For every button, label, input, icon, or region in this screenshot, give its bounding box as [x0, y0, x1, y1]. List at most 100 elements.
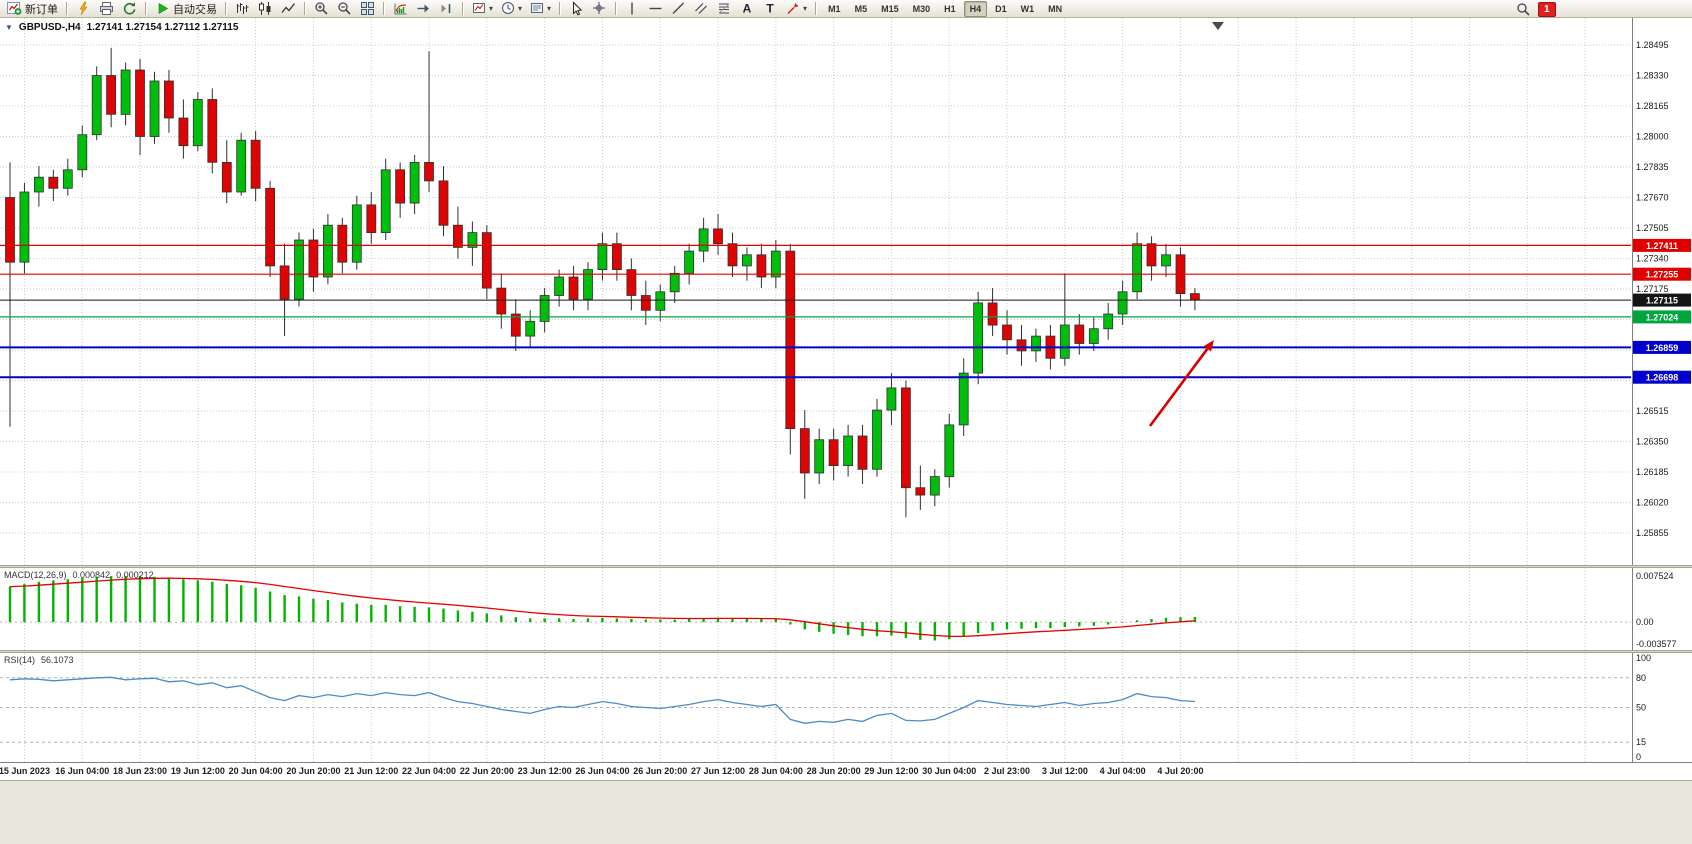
candle	[221, 161, 232, 193]
candle	[944, 424, 955, 478]
candle	[91, 75, 102, 136]
text-label-icon: T	[763, 1, 778, 16]
clock-icon	[501, 1, 516, 16]
tile-windows-button[interactable]	[357, 0, 378, 18]
arrow-object[interactable]	[1148, 348, 1209, 427]
timeframe-m5[interactable]: M5	[854, 3, 868, 14]
rsi-chart[interactable]	[0, 653, 1631, 762]
candle	[640, 295, 651, 311]
timeframe-mn[interactable]: MN	[1048, 3, 1063, 14]
equidistant-channel-button[interactable]	[691, 0, 712, 18]
print-button[interactable]	[96, 0, 117, 18]
caret-down-icon: ▾	[518, 4, 523, 13]
arrows-dropdown[interactable]: ▾	[783, 0, 810, 18]
candlestick-button[interactable]	[255, 0, 276, 18]
macd-scale[interactable]: 0.007524 0.00 -0.003577	[1632, 568, 1692, 650]
price-badge-label: 1.26859	[1646, 343, 1679, 353]
bar-chart-button[interactable]	[232, 0, 253, 18]
candle	[814, 439, 825, 474]
candle	[265, 187, 276, 267]
toolbar-separator	[615, 2, 618, 15]
candle	[568, 276, 579, 300]
refresh-icon	[122, 1, 137, 16]
candle	[843, 435, 853, 467]
timeframe-h1[interactable]: H1	[944, 3, 956, 14]
price-badge	[1633, 293, 1691, 307]
candle	[250, 139, 261, 189]
timeframe-w1[interactable]: W1	[1020, 3, 1035, 14]
text-button[interactable]: A	[737, 0, 758, 18]
toolbar-separator	[145, 2, 147, 15]
chart-window: 1.28495 1.28330 1.28165 1.28000 1.27835 1.276…	[0, 18, 1692, 780]
tile-windows-icon	[360, 1, 375, 16]
candle	[1088, 328, 1099, 344]
new-chart-icon	[472, 1, 487, 16]
price-tick: 1.26185	[1636, 467, 1669, 477]
hline-icon	[648, 1, 663, 16]
vline-icon	[625, 1, 640, 16]
price-tick: 1.28165	[1636, 101, 1669, 111]
template-icon	[530, 1, 545, 16]
candle	[1161, 254, 1171, 267]
candle	[958, 372, 969, 426]
candle	[163, 80, 174, 119]
trendline-icon	[671, 1, 686, 16]
cursor-button[interactable]	[566, 0, 587, 18]
candle	[915, 487, 926, 496]
timeframe-d1[interactable]: D1	[995, 3, 1007, 14]
candle	[554, 276, 564, 296]
refresh-button[interactable]	[119, 0, 140, 18]
candle	[120, 69, 131, 115]
panel-splitter[interactable]	[0, 565, 1692, 568]
auto-scroll-button[interactable]	[413, 0, 434, 18]
fibonacci-button[interactable]	[714, 0, 735, 18]
timeframe-m15[interactable]: M15	[881, 3, 899, 14]
timeframe-h4[interactable]: H4	[963, 0, 988, 17]
templates-dropdown[interactable]: ▾	[527, 0, 554, 18]
macd-chart[interactable]	[0, 568, 1631, 650]
horizontal-line-button[interactable]	[645, 0, 666, 18]
price-tick: 1.25855	[1636, 528, 1669, 538]
panel-splitter[interactable]	[0, 650, 1692, 653]
rsi-scale[interactable]: 100 80 50 15 0	[1632, 653, 1692, 762]
time-label: 3 Jul 12:00	[1041, 766, 1088, 776]
zoom-out-button[interactable]	[334, 0, 355, 18]
vertical-line-button[interactable]	[622, 0, 643, 18]
time-scale[interactable]: 15 Jun 2023 16 Jun 04:00 18 Jun 23:00 19 Ju…	[0, 762, 1692, 780]
metaeditor-button[interactable]	[73, 0, 94, 18]
main-chart[interactable]	[0, 18, 1631, 565]
indicators-button[interactable]	[390, 0, 411, 18]
toolbar-separator	[225, 2, 227, 15]
candle	[901, 387, 911, 489]
candle	[742, 254, 752, 267]
price-badge	[1633, 267, 1691, 281]
candle	[48, 176, 59, 189]
time-label: 27 Jun 12:00	[691, 766, 746, 776]
price-scale[interactable]: 1.28495 1.28330 1.28165 1.28000 1.27835 1.276…	[1632, 18, 1692, 565]
notification-badge[interactable]: 1	[1538, 2, 1556, 17]
timeframe-m1[interactable]: M1	[828, 3, 841, 14]
crosshair-button[interactable]	[589, 0, 610, 18]
cursor-icon	[569, 1, 584, 16]
search-icon[interactable]	[1516, 2, 1531, 17]
chart-shift-marker[interactable]	[1212, 22, 1224, 30]
zoom-in-button[interactable]	[311, 0, 332, 18]
line-chart-button[interactable]	[278, 0, 299, 18]
time-label: 29 Jun 12:00	[864, 766, 919, 776]
toolbar-separator	[66, 2, 68, 15]
autotrading-icon	[155, 1, 170, 16]
chart-menu-arrow-icon[interactable]: ▼	[5, 23, 13, 32]
candle	[322, 224, 333, 278]
autotrading-button[interactable]: 自动交易	[152, 0, 220, 18]
timeframe-m30[interactable]: M30	[912, 3, 931, 14]
periods-dropdown[interactable]: ▾	[498, 0, 525, 18]
macd-name: MACD(12,26,9)	[4, 570, 67, 580]
new-order-button[interactable]: 新订单	[4, 0, 61, 18]
price-tick: 1.28495	[1636, 40, 1669, 50]
text-label-button[interactable]: T	[760, 0, 781, 18]
macd-indicator-label: MACD(12,26,9) 0.000842 0.000212	[4, 570, 154, 580]
indicators-icon	[393, 1, 408, 16]
trendline-button[interactable]	[668, 0, 689, 18]
new-chart-dropdown[interactable]: ▾	[469, 0, 496, 18]
chart-shift-button[interactable]	[436, 0, 457, 18]
